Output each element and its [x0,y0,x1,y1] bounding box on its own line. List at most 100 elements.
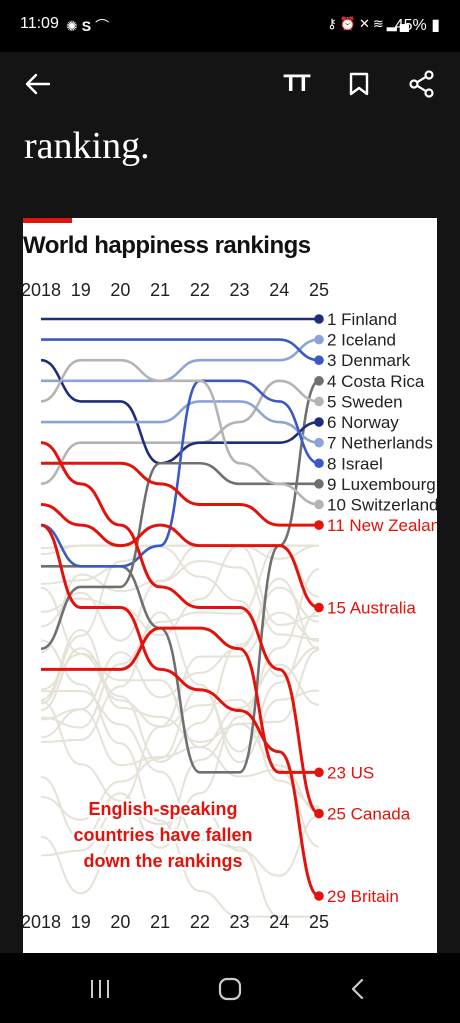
series-line-netherlands [41,400,320,444]
background-line [40,544,320,585]
x-axis-top-tick-19: 19 [71,280,91,300]
endpoint-denmark [314,355,324,366]
endpoint-britain [314,891,324,901]
series-line-australia [40,502,320,609]
endpoint-new-zealand [314,520,324,530]
series-line-switzerland [40,358,320,506]
battery-level: 45% ▮ [394,17,440,34]
system-nav-bar [0,953,460,1023]
endpoint-netherlands [314,437,324,448]
endpoint-norway [314,417,324,427]
background-line [40,544,319,642]
background-line [40,648,320,895]
chart-card: World happiness rankings 1 Finland 2 Icel… [23,218,437,953]
series-line-luxembourg [40,461,319,651]
series-label-luxembourg: 9 Luxembourg [327,475,436,494]
recent-apps-icon [91,980,109,998]
signal-icon: ▂▄ [386,16,412,31]
x-axis-bottom-tick-19: 19 [71,912,91,932]
series-line-israel [40,379,320,568]
endpoint-canada [314,808,324,819]
nav-back-button[interactable] [334,971,382,1007]
x-axis-bottom-tick-20: 20 [110,912,130,932]
series-line-canada [40,441,320,816]
series-label-finland: 1 Finland [327,310,397,329]
home-button[interactable] [206,971,254,1007]
x-axis-top-tick-20: 20 [110,280,130,300]
series-label-israel: 8 Israel [327,454,383,473]
series-line-britain [40,523,320,898]
x-axis-bottom-tick-2018: 2018 [23,912,61,932]
x-axis-top-tick-23: 23 [230,280,250,300]
article-headline-fragment: ranking. [24,125,150,167]
series-label-canada: 25 Canada [327,805,411,824]
background-line [40,639,319,918]
home-icon [218,977,242,1001]
status-right-icons: ⚷⏰✕≋▂▄ [327,16,412,32]
series-label-costa-rica: 4 Costa Rica [327,372,425,391]
status-time: 11:09 [20,15,59,32]
x-axis-top: 2018 19 20 21 22 23 24 25 [23,280,329,300]
background-line [40,568,320,849]
text-size-button[interactable]: TT [278,66,314,102]
series-label-britain: 29 Britain [327,887,399,906]
background-line [40,806,320,877]
series-label-switzerland: 10 Switzerland [327,495,437,514]
status-bar: 11:09 ✺S⌒ ⚷⏰✕≋▂▄ 45% ▮ [0,0,460,52]
endpoint-iceland [314,334,324,345]
settings-icon: ✺ [66,18,82,34]
nav-back-icon [351,978,364,1000]
wifi-icon: ≋ [372,16,387,31]
endpoint-us [314,767,324,778]
series-line-sweden [40,379,320,486]
status-left-icons: ✺S⌒ [66,16,113,36]
share-button[interactable] [404,66,440,102]
series-endpoints [314,314,324,901]
annotation-line: down the rankings [83,851,242,871]
x-axis-bottom-tick-22: 22 [190,912,210,932]
endpoint-australia [314,602,324,613]
background-line [40,586,320,848]
x-axis-top-tick-24: 24 [269,280,289,300]
mute-icon: ✕ [358,16,373,31]
x-axis-bottom-tick-21: 21 [150,912,170,932]
endpoint-luxembourg [314,479,324,489]
background-line [40,663,320,767]
background-line [40,586,320,763]
key-icon: ⚷ [327,16,340,31]
battery-text: 45% [394,17,427,34]
series-line-iceland [40,338,320,383]
rankings-chart: World happiness rankings 1 Finland 2 Icel… [23,232,437,932]
background-line [40,610,320,821]
endpoint-finland [314,314,324,324]
series-label-netherlands: 7 Netherlands [327,434,433,453]
bookmark-button[interactable] [341,66,377,102]
back-button[interactable] [20,66,56,102]
bookmark-icon [349,72,369,96]
x-axis-bottom-tick-24: 24 [269,912,289,932]
series-label-us: 23 US [327,763,374,782]
chart-title: World happiness rankings [23,232,311,259]
share-icon [409,70,434,98]
series-line-denmark [41,338,320,362]
series-label-norway: 6 Norway [327,413,399,432]
text-size-icon: TT [283,70,310,97]
x-axis-top-tick-22: 22 [190,280,210,300]
article-toolbar: TT [0,52,460,116]
series-label-iceland: 2 Iceland [327,331,396,350]
background-line [40,698,320,808]
economist-red-bar [23,218,72,223]
x-axis-bottom-tick-23: 23 [230,912,250,932]
background-line [40,689,319,918]
series-line-norway [40,358,320,465]
arrow-left-icon [25,73,51,95]
recent-apps-button[interactable] [76,971,124,1007]
endpoint-switzerland [314,499,324,510]
x-axis-top-tick-2018: 2018 [23,280,61,300]
series-line-new-zealand [41,461,319,527]
background-line [40,559,320,654]
alarm-icon: ⏰ [339,16,359,31]
chart-annotation: English-speaking countries have fallen dow… [71,797,255,874]
wifi-calling-icon: ⌒ [95,18,114,34]
series-label-australia: 15 Australia [327,599,416,618]
